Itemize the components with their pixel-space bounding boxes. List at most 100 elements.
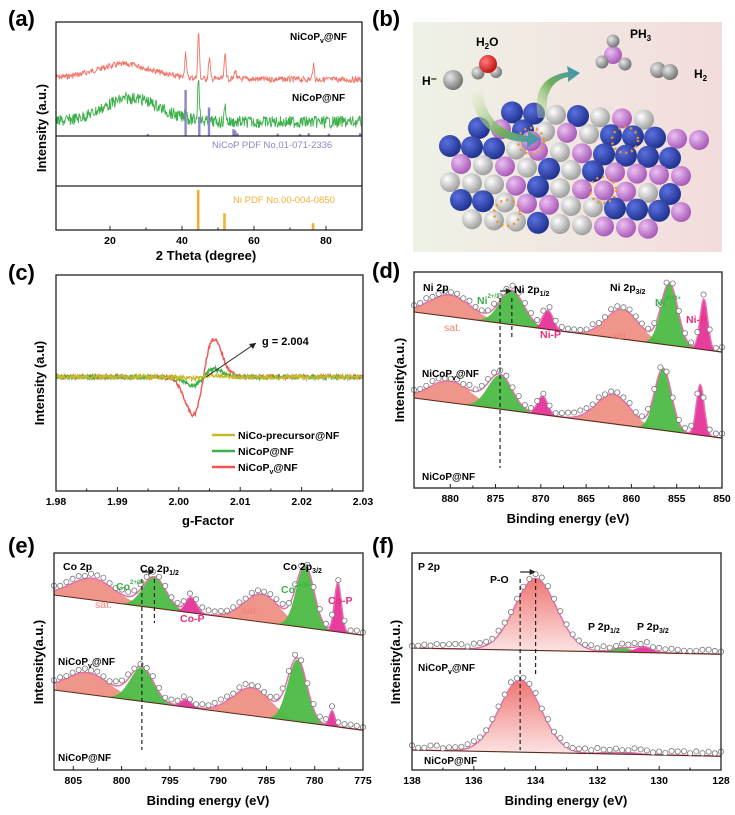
- legend-label: NiCo-precursor@NF: [238, 430, 340, 442]
- co2p-plot: [51, 561, 366, 750]
- reference-stick: [198, 116, 201, 136]
- raw-data-point: [279, 600, 286, 607]
- surface-atom: [535, 121, 555, 142]
- x-tick-label: 128: [712, 775, 730, 787]
- raw-data-point: [594, 745, 601, 752]
- raw-data-point: [347, 627, 354, 634]
- raw-data-point: [571, 409, 578, 416]
- reference-stick: [207, 107, 211, 136]
- raw-data-point: [520, 674, 527, 681]
- satellite-label: sat.: [95, 599, 112, 611]
- raw-data-point: [540, 390, 547, 397]
- ni-co-atom: [622, 125, 644, 148]
- phosphorus-atom: [612, 108, 632, 129]
- phosphorus-atom: [649, 164, 669, 185]
- raw-data-point: [509, 282, 516, 289]
- x-tick-label: 80: [320, 235, 332, 247]
- raw-data-point: [439, 641, 446, 648]
- x-tick-label: 850: [713, 493, 731, 505]
- raw-data-point: [558, 323, 565, 330]
- reference-stick: [196, 190, 200, 230]
- raw-data-point: [489, 635, 496, 642]
- raw-data-point: [267, 591, 274, 598]
- raw-data-point: [491, 300, 498, 307]
- x-axis-label-e: Binding energy (eV): [147, 793, 270, 808]
- raw-data-point: [81, 572, 88, 579]
- raw-data-point: [582, 745, 589, 752]
- raw-data-point: [705, 646, 712, 653]
- raw-data-point: [583, 405, 590, 412]
- phosphorus-atom: [638, 218, 658, 239]
- raw-data-point: [94, 668, 101, 675]
- ni-co-atom: [461, 136, 483, 159]
- raw-data-point: [495, 627, 502, 634]
- x-tick-label: 136: [465, 775, 483, 787]
- peak-area-bond: [320, 710, 344, 728]
- ni-co-atom: [439, 135, 461, 157]
- ni-co-atom: [600, 124, 622, 147]
- reference-stick: [146, 134, 149, 136]
- surface-atom: [440, 172, 460, 192]
- raw-data-point: [316, 606, 323, 613]
- raw-data-point: [353, 722, 360, 729]
- peak-label-2p32: Co 2p3/2: [283, 561, 322, 575]
- peak-area-bond: [163, 699, 210, 711]
- hydrogen-molecule: [650, 62, 678, 80]
- raw-data-point: [645, 405, 652, 412]
- y-axis-label-d: Intensity(a.u.): [392, 338, 407, 423]
- raw-data-point: [199, 701, 206, 708]
- x-tick-label: 860: [623, 493, 641, 505]
- raw-data-point: [589, 401, 596, 408]
- raw-data-point: [205, 702, 212, 709]
- raw-data-point: [534, 398, 541, 405]
- x-tick-label: 775: [354, 775, 372, 787]
- raw-data-point: [174, 599, 181, 606]
- raw-data-point: [668, 645, 675, 652]
- raw-data-point: [441, 288, 448, 295]
- raw-data-point: [619, 640, 626, 647]
- raw-data-point: [687, 750, 694, 757]
- raw-data-point: [168, 696, 175, 703]
- raw-data-point: [470, 738, 477, 745]
- raw-data-point: [577, 326, 584, 333]
- x-axis-a: 20 40 60 80: [104, 226, 332, 247]
- raw-data-point: [478, 382, 485, 389]
- ni-co-atom: [527, 175, 549, 198]
- raw-data-point: [606, 644, 613, 651]
- raw-data-point: [435, 290, 442, 297]
- peak-label-2p32: P 2p3/2: [637, 621, 669, 635]
- raw-data-point: [650, 749, 657, 756]
- raw-data-point: [588, 642, 595, 649]
- p2p-plot: [408, 569, 725, 757]
- arrowhead-icon: [249, 343, 256, 349]
- phosphorus-atom: [616, 181, 636, 202]
- raw-data-point: [322, 716, 329, 723]
- raw-data-point: [168, 594, 175, 601]
- raw-data-point: [600, 643, 607, 650]
- phosphorus-atom: [572, 179, 592, 200]
- phosphorus-atom: [605, 162, 625, 183]
- raw-data-point: [680, 647, 687, 654]
- x-tick-label: 2.03: [353, 496, 374, 508]
- raw-data-point: [112, 584, 119, 591]
- raw-data-point: [674, 748, 681, 755]
- raw-data-point: [224, 693, 231, 700]
- ni-co-atom: [593, 143, 615, 166]
- surface-atom: [546, 104, 566, 125]
- raw-data-point: [637, 746, 644, 753]
- raw-data-point: [575, 637, 582, 644]
- raw-data-point: [454, 376, 461, 383]
- raw-data-point: [620, 304, 627, 311]
- raw-data-point: [186, 696, 193, 703]
- raw-data-point: [193, 596, 200, 603]
- raw-data-point: [675, 307, 682, 314]
- phosphorus-atom: [572, 143, 592, 164]
- raw-data-point: [571, 326, 578, 333]
- raw-data-point: [248, 682, 255, 689]
- peak-area-bond: [687, 298, 721, 352]
- panel-c: (c) 1.98 1.99 2.00 2.01 2.02 2.03 g-Factor In…: [8, 260, 373, 528]
- raw-data-point: [669, 394, 676, 401]
- series-label: NiCoPv@NF: [290, 32, 347, 45]
- raw-data-point: [254, 587, 261, 594]
- phosphorus-atom: [517, 193, 537, 214]
